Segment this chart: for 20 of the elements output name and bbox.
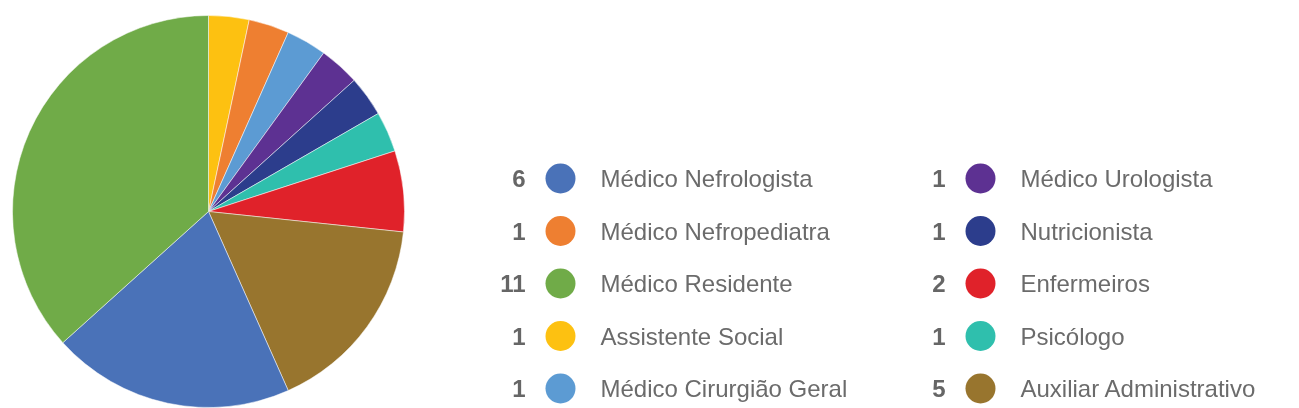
legend-label: Enfermeiros	[1020, 270, 1150, 297]
data-label: 1	[932, 322, 946, 350]
legend-label: Nutricionista	[1020, 217, 1154, 245]
data-label: 11	[500, 270, 526, 297]
data-label: 1	[932, 165, 946, 192]
legend-label: Médico Urologista	[1020, 165, 1214, 192]
legend-label: Médico Nefrologista	[600, 165, 814, 192]
data-label: 1	[512, 322, 526, 350]
data-label: 1	[512, 375, 526, 402]
legend-label: Médico Nefropediatra	[600, 217, 831, 245]
data-label: 5	[932, 375, 946, 402]
legend-label: Psicólogo	[1020, 322, 1125, 350]
data-label: 1	[932, 217, 946, 245]
legend-label: Médico Cirurgião Geral	[600, 375, 848, 402]
legend-label: Assistente Social	[600, 322, 784, 350]
legend-label: Médico Residente	[600, 270, 793, 297]
data-label: 6	[512, 165, 526, 192]
data-label: 2	[932, 270, 946, 297]
legend-label: Auxiliar Administrativo	[1020, 375, 1256, 402]
data-label: 1	[512, 217, 526, 245]
